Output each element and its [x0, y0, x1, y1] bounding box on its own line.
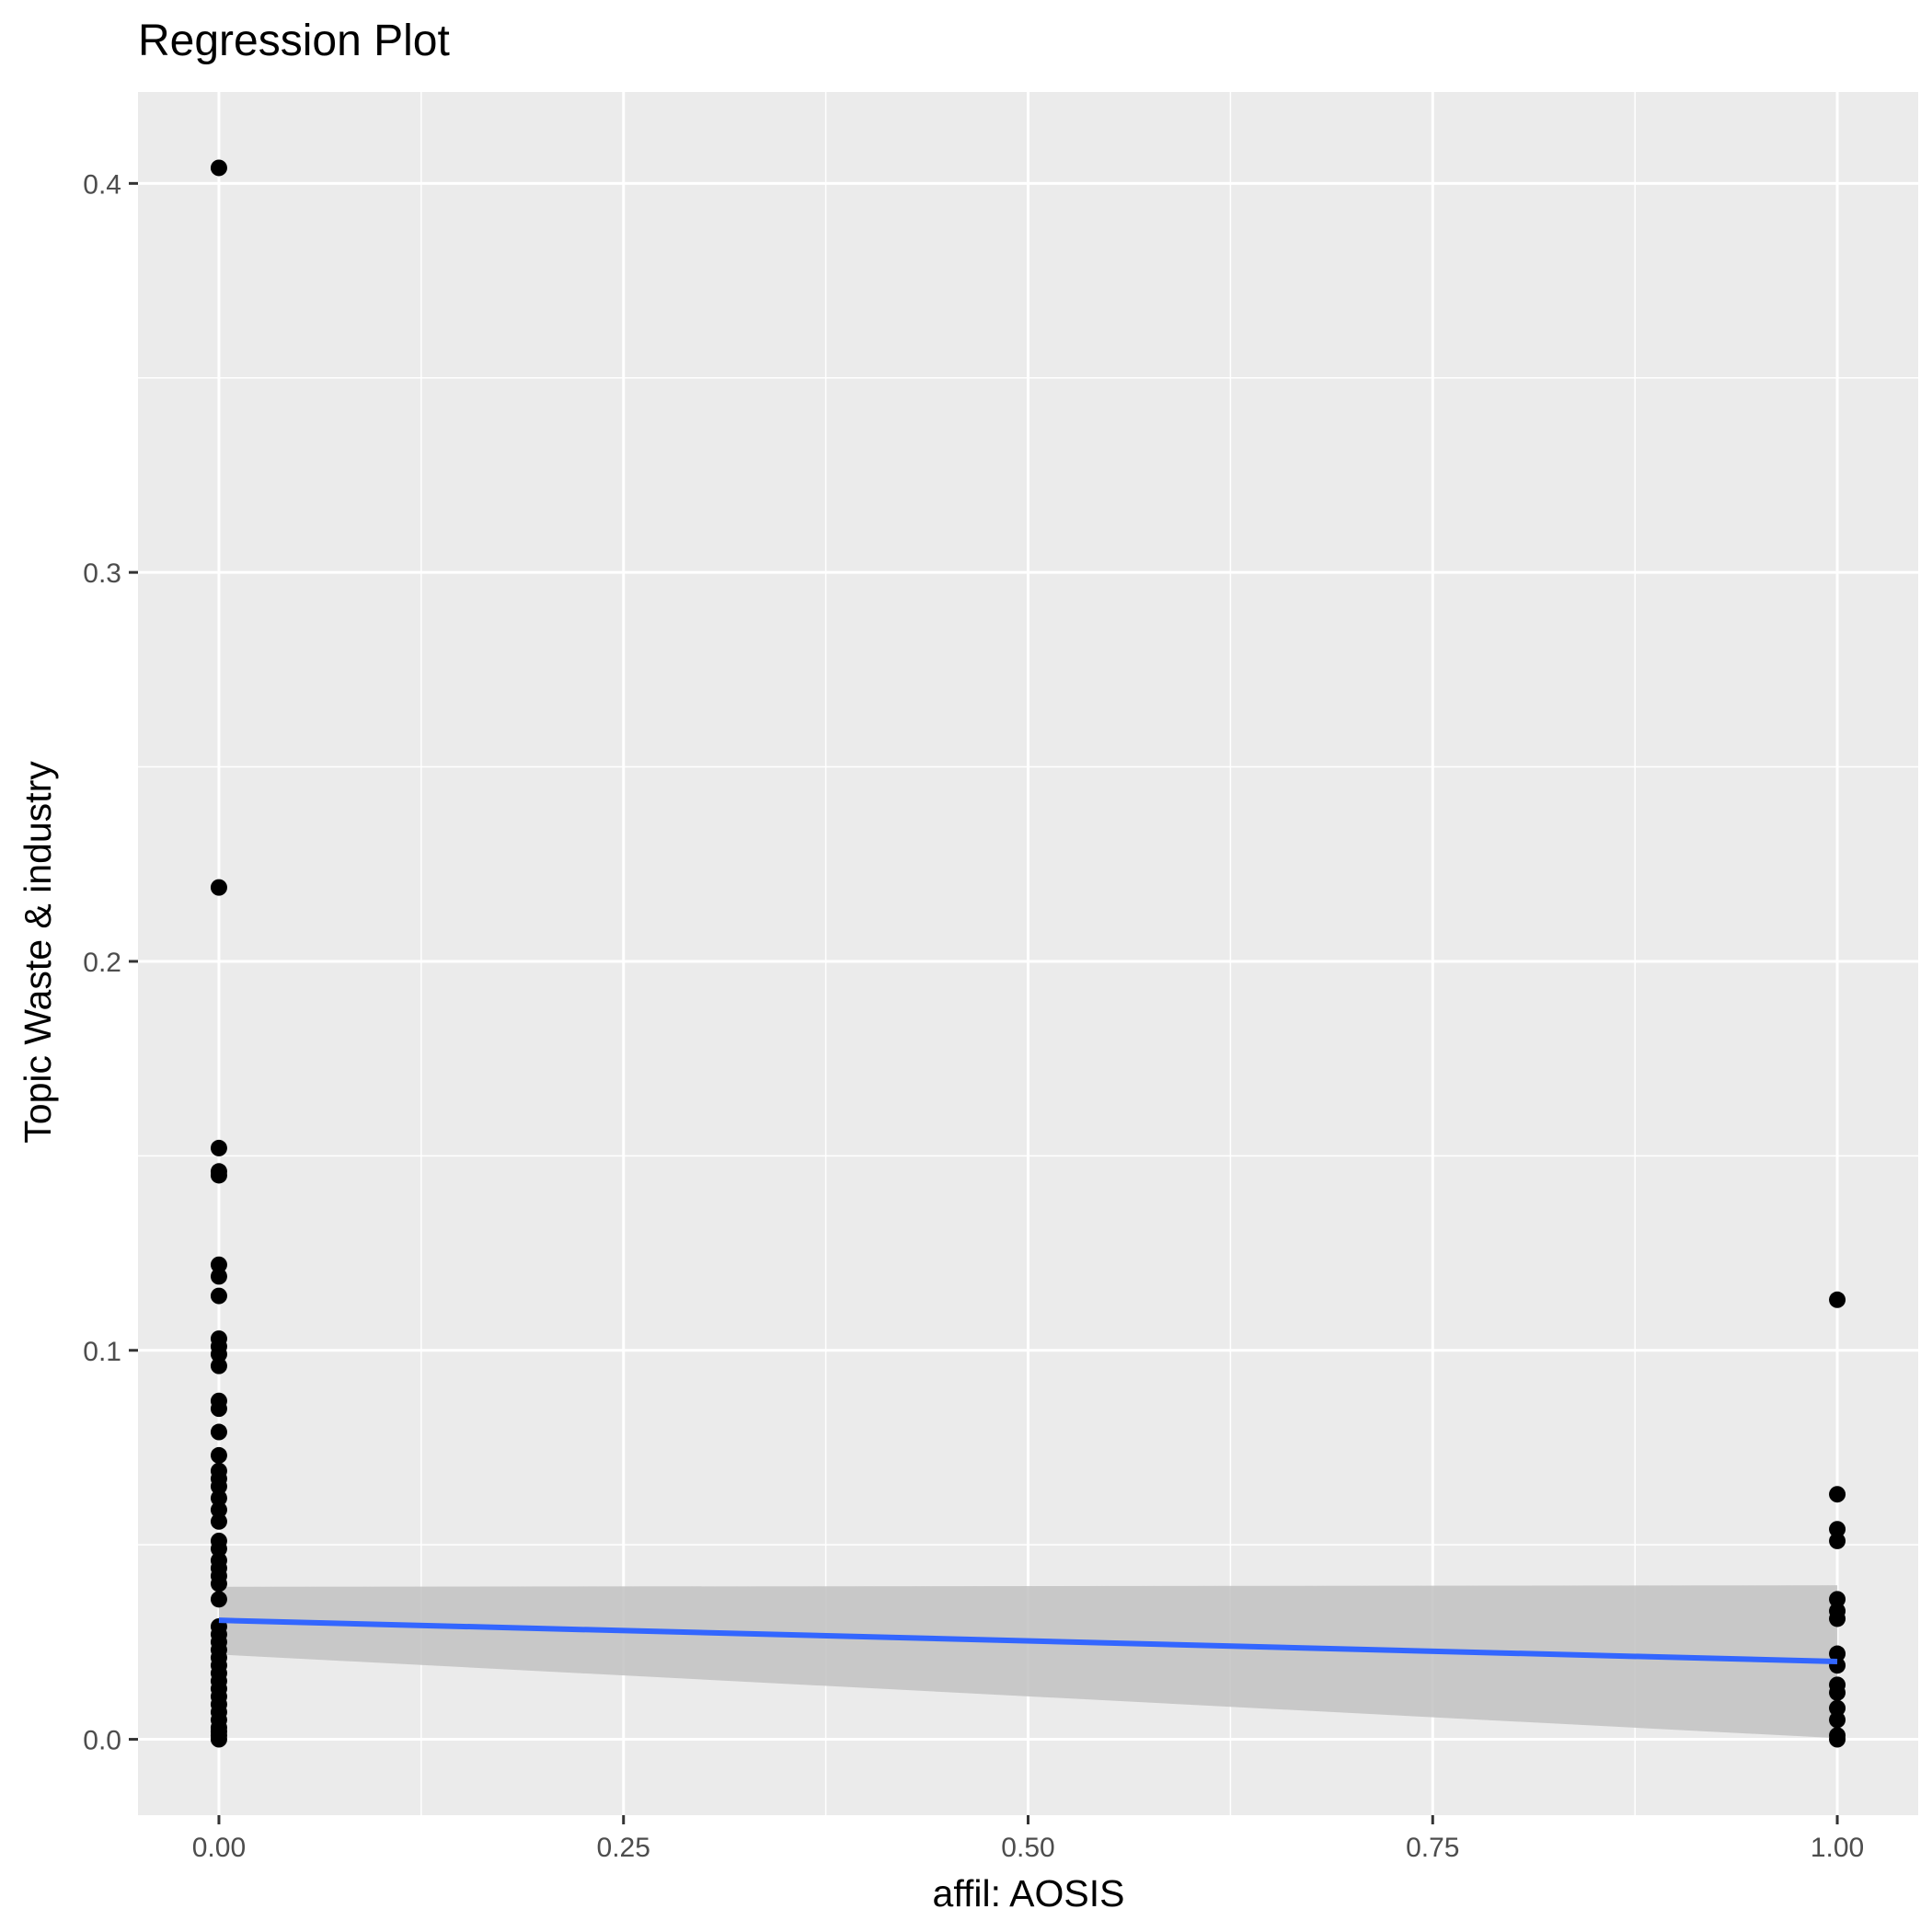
- data-point: [210, 1345, 227, 1363]
- x-tick-label: 1.00: [1811, 1833, 1864, 1863]
- y-tick-label: 0.4: [83, 169, 121, 200]
- data-point: [210, 1423, 227, 1441]
- fit-line-layer: [218, 1617, 1838, 1664]
- data-point: [210, 1478, 227, 1495]
- data-points-layer: [210, 159, 1846, 1748]
- y-tick-label: 0.0: [83, 1726, 121, 1756]
- data-point: [210, 1489, 227, 1507]
- data-point: [1829, 1532, 1846, 1549]
- y-tick-label: 0.1: [83, 1337, 121, 1367]
- data-point: [1829, 1591, 1846, 1608]
- data-point: [210, 1287, 227, 1305]
- data-point: [210, 1256, 227, 1273]
- data-point: [1829, 1521, 1846, 1538]
- data-point: [210, 1512, 227, 1530]
- x-axis: 0.00 0.25 0.50 0.75 1.00: [192, 1815, 1864, 1863]
- data-point: [210, 1501, 227, 1519]
- x-tick-label: 0.50: [1001, 1833, 1054, 1863]
- x-axis-title: affil: AOSIS: [933, 1872, 1125, 1915]
- confidence-band-layer: [218, 1585, 1838, 1739]
- data-point: [210, 1268, 227, 1285]
- data-point: [1829, 1684, 1846, 1701]
- data-point: [1829, 1486, 1846, 1503]
- data-point: [210, 1731, 227, 1748]
- major-gridlines: [138, 92, 1918, 1815]
- data-point: [210, 1167, 227, 1184]
- data-point: [210, 159, 227, 177]
- data-point: [210, 1400, 227, 1418]
- data-point: [210, 879, 227, 896]
- data-point: [1829, 1731, 1846, 1748]
- confidence-band: [218, 1585, 1838, 1739]
- x-tick-label: 0.75: [1406, 1833, 1459, 1863]
- data-point: [210, 1591, 227, 1608]
- regression-line: [218, 1617, 1838, 1664]
- data-point: [1829, 1610, 1846, 1627]
- y-tick-label: 0.2: [83, 948, 121, 978]
- data-point: [210, 1446, 227, 1464]
- data-point: [210, 1139, 227, 1156]
- data-point: [1829, 1711, 1846, 1729]
- y-axis: 0.0 0.1 0.2 0.3 0.4: [83, 169, 138, 1756]
- data-point: [210, 1540, 227, 1558]
- data-point: [210, 1575, 227, 1593]
- y-tick-label: 0.3: [83, 558, 121, 589]
- data-point: [210, 1357, 227, 1374]
- data-point: [1829, 1699, 1846, 1717]
- data-point: [1829, 1291, 1846, 1308]
- y-axis-title: Topic Waste & industry: [17, 761, 59, 1144]
- chart-title: Regression Plot: [138, 17, 450, 65]
- x-tick-label: 0.00: [192, 1833, 246, 1863]
- x-tick-label: 0.25: [597, 1833, 650, 1863]
- data-point: [1829, 1645, 1846, 1662]
